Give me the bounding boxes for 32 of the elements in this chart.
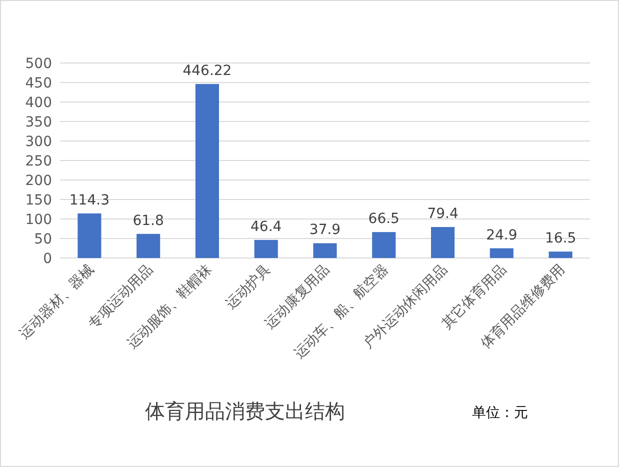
y-tick-label: 250 <box>25 154 52 170</box>
data-label: 16.5 <box>544 230 576 247</box>
bar <box>195 84 219 258</box>
data-label: 446.22 <box>182 62 232 79</box>
data-label: 37.9 <box>309 222 341 238</box>
y-tick-label: 200 <box>25 173 52 189</box>
y-tick-label: 400 <box>25 95 52 111</box>
bar <box>313 243 337 258</box>
data-label: 114.3 <box>69 192 110 208</box>
y-tick-label: 100 <box>25 212 52 228</box>
bar <box>490 248 514 258</box>
x-tick-label: 运动护具 <box>223 262 274 312</box>
bar <box>254 240 278 258</box>
bar <box>548 252 572 258</box>
y-tick-label: 150 <box>25 192 52 208</box>
y-tick-label: 50 <box>34 232 52 248</box>
data-label: 61.8 <box>132 212 164 229</box>
bar <box>78 213 102 258</box>
data-label: 79.4 <box>427 206 458 222</box>
y-tick-label: 0 <box>43 251 52 267</box>
text: 体育用品消费支出结构 <box>145 399 345 423</box>
y-tick-label: 450 <box>25 76 52 92</box>
bar <box>372 232 396 258</box>
y-tick-label: 500 <box>25 56 52 72</box>
bar <box>136 234 160 258</box>
y-tick-label: 300 <box>25 134 52 150</box>
bar <box>431 227 455 258</box>
data-label: 46.4 <box>250 218 282 235</box>
text: 单位：元 <box>472 405 528 421</box>
data-label: 24.9 <box>486 227 518 244</box>
data-label: 66.5 <box>368 211 400 228</box>
y-tick-label: 350 <box>25 114 52 130</box>
